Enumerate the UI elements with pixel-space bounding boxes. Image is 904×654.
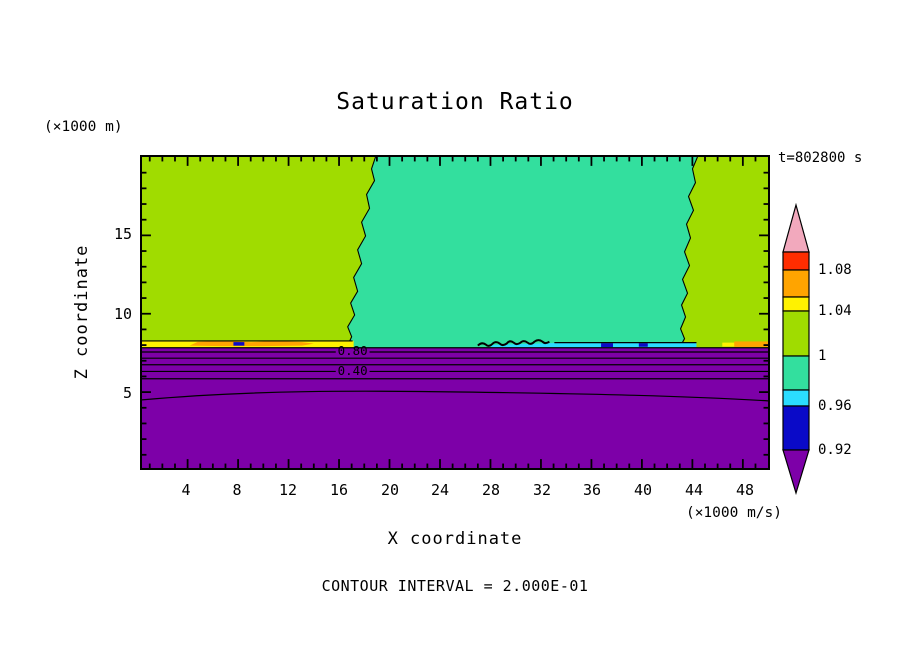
- band-orange-left: [189, 340, 314, 347]
- y-tick-15: 15: [113, 225, 132, 243]
- x-tick-16: 16: [329, 481, 349, 499]
- x-tick-48: 48: [735, 481, 755, 499]
- x-tick-44: 44: [684, 481, 704, 499]
- colorbar: [782, 203, 810, 495]
- contour-line-020: [142, 390, 768, 402]
- band-orange-right: [734, 341, 768, 347]
- contour-label-040: 0.40: [338, 364, 368, 378]
- colorbar-label-1: 1: [818, 348, 827, 364]
- x-tick-40: 40: [633, 481, 653, 499]
- contour-label-080: 0.80: [338, 344, 368, 358]
- x-tick-24: 24: [430, 481, 450, 499]
- y-axis-unit-label: (×1000 m): [44, 119, 123, 135]
- x-tick-20: 20: [380, 481, 400, 499]
- band-navy-speck-left: [233, 342, 245, 346]
- region-upper-center-spring-green: [346, 157, 698, 348]
- x-axis-label: X coordinate: [387, 529, 523, 549]
- colorbar-segment-navy: [782, 405, 810, 451]
- contour-line-right-boundary: [679, 157, 698, 348]
- y-axis-label: Z coordinate: [72, 244, 92, 380]
- colorbar-label-1.04: 1.04: [818, 303, 852, 319]
- contour-plot: 0.80 0.40: [142, 157, 768, 468]
- contour-squiggle-center: [477, 339, 550, 347]
- colorbar-segment-pink-arrow: [782, 203, 810, 253]
- contour-interval-text: CONTOUR INTERVAL = 2.000E-01: [321, 577, 589, 595]
- band-navy-speck-center-1: [601, 343, 613, 348]
- band-navy-speck-center-2: [638, 343, 648, 347]
- axis-tick-marks: [142, 157, 768, 468]
- x-tick-8: 8: [232, 481, 242, 499]
- colorbar-segment-yellow: [782, 296, 810, 312]
- colorbar-segment-orange: [782, 269, 810, 298]
- colorbar-segment-purple-arrow: [782, 449, 810, 495]
- colorbar-label-1.08: 1.08: [818, 262, 852, 278]
- contour-line-left-boundary: [346, 157, 377, 348]
- x-tick-4: 4: [181, 481, 191, 499]
- time-annotation: t=802800 s: [778, 150, 863, 166]
- x-tick-36: 36: [582, 481, 602, 499]
- region-lower-purple: [142, 347, 768, 468]
- colorbar-segment-yellow-green: [782, 310, 810, 357]
- colorbar-label-0.92: 0.92: [818, 442, 852, 458]
- colorbar-label-0.96: 0.96: [818, 398, 852, 414]
- x-tick-28: 28: [481, 481, 501, 499]
- x-axis-unit-label: (×1000 m/s): [685, 505, 782, 521]
- y-tick-5: 5: [122, 384, 132, 402]
- colorbar-segment-cyan: [782, 389, 810, 407]
- page-title: Saturation Ratio: [336, 89, 574, 115]
- band-yellow-right: [722, 342, 736, 347]
- colorbar-segment-spring-green: [782, 355, 810, 391]
- x-tick-32: 32: [532, 481, 552, 499]
- x-tick-12: 12: [278, 481, 298, 499]
- y-tick-10: 10: [113, 305, 132, 323]
- colorbar-segment-red: [782, 251, 810, 271]
- plot-area: 0.80 0.40: [140, 155, 770, 470]
